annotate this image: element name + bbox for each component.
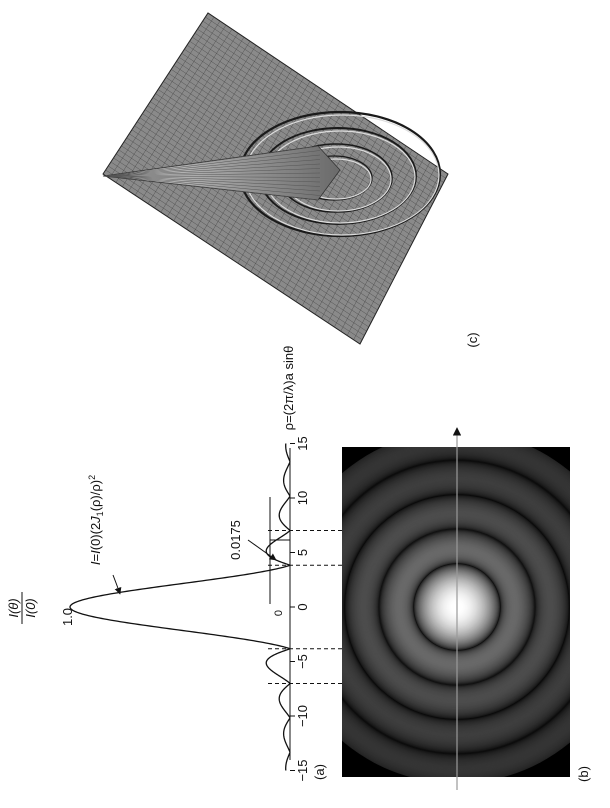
- panel-b-image: (b): [342, 427, 591, 790]
- y-zero-label: 0: [273, 610, 285, 616]
- x-ticks: −15 −10 −5 0 5 10 15: [290, 436, 310, 782]
- x-tick-label-6: 15: [295, 436, 310, 450]
- y-label-numerator: I(θ): [6, 598, 21, 617]
- secondary-max-arrow: [247, 539, 277, 561]
- formula-label: I=I(0)(2J1(ρ)/ρ)2: [87, 475, 105, 565]
- airy-curve: [69, 443, 291, 771]
- formula-arrow: [112, 574, 122, 595]
- panel-c-mesh: (c): [102, 12, 480, 348]
- peak-lines: [105, 145, 321, 201]
- secondary-max-label: 0.0175: [228, 520, 243, 560]
- x-tick-label-4: 5: [295, 549, 310, 556]
- panel-c-label: (c): [465, 332, 480, 347]
- panel-b-label: (b): [576, 766, 591, 782]
- y-axis-label: I(θ) I(0): [6, 592, 38, 624]
- x-tick-label-5: 10: [295, 491, 310, 505]
- x-tick-label-0: −15: [295, 759, 310, 781]
- x-tick-label-2: −5: [295, 654, 310, 669]
- mesh-central-peak: [102, 145, 341, 201]
- x-tick-label-1: −10: [295, 705, 310, 727]
- x-axis-label: ρ=(2π/λ)a sinθ: [281, 346, 296, 431]
- y-label-denominator: I(0): [23, 598, 38, 618]
- airy-rings: [342, 447, 570, 777]
- panel-a-label: (a): [312, 764, 327, 780]
- y-peak-label: 1.0: [60, 608, 75, 626]
- x-tick-label-3: 0: [295, 603, 310, 610]
